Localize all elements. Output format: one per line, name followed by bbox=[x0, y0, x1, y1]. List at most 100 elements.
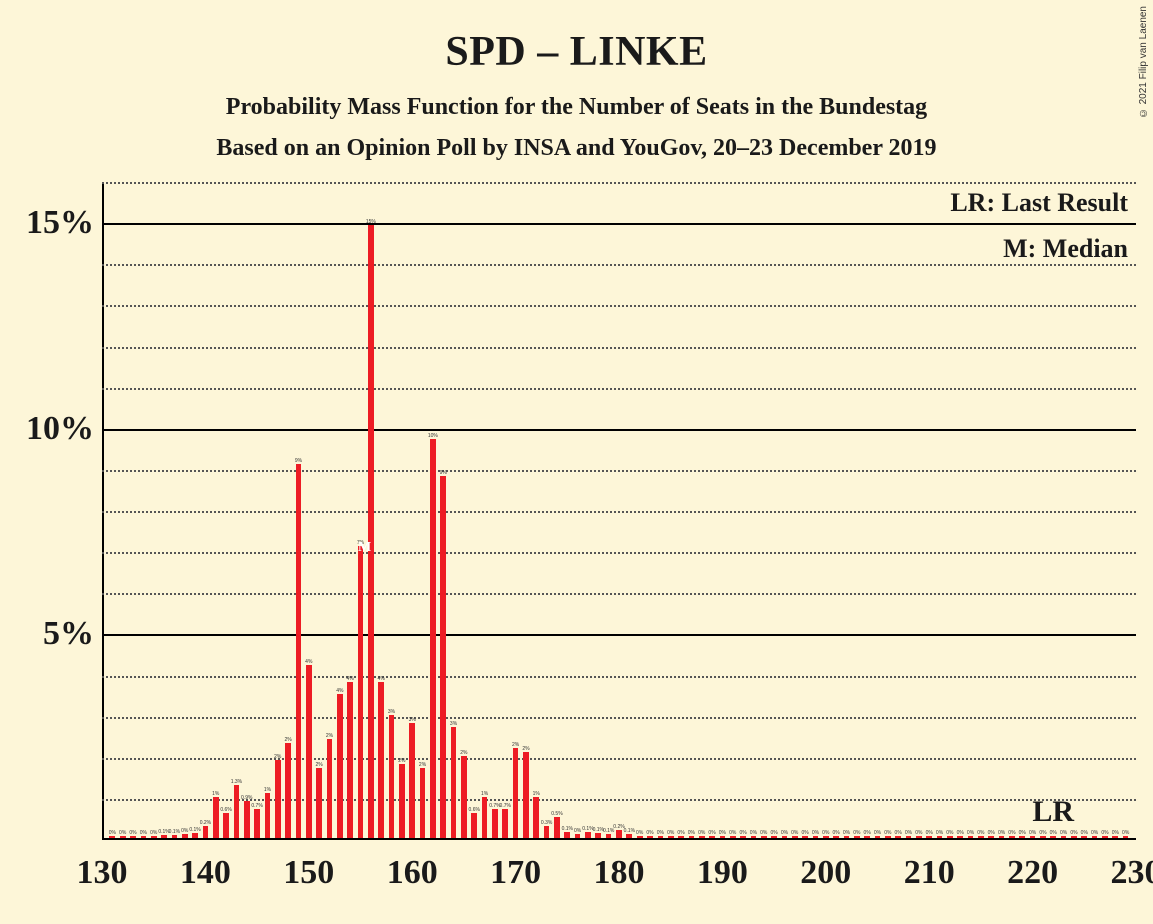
bar-value-label: 0% bbox=[1039, 830, 1046, 836]
gridline-major bbox=[102, 223, 1136, 225]
bar bbox=[813, 836, 819, 838]
bar-value-label: 0% bbox=[1070, 830, 1077, 836]
x-tick-label: 160 bbox=[387, 854, 438, 892]
bar-value-label: 0.6% bbox=[220, 807, 231, 813]
bar-value-label: 1% bbox=[212, 791, 219, 797]
bar-value-label: 0% bbox=[119, 830, 126, 836]
bar-value-label: 0% bbox=[636, 830, 643, 836]
bar bbox=[399, 764, 405, 838]
bar bbox=[988, 836, 994, 838]
x-tick-label: 220 bbox=[1007, 854, 1058, 892]
bar-value-label: 4% bbox=[336, 688, 343, 694]
bar-value-label: 0% bbox=[905, 830, 912, 836]
bar-value-label: 0% bbox=[646, 830, 653, 836]
bar-value-label: 0% bbox=[1091, 830, 1098, 836]
bar-value-label: 0% bbox=[926, 830, 933, 836]
bar bbox=[1112, 836, 1118, 838]
gridline-minor bbox=[102, 758, 1136, 760]
x-tick-label: 200 bbox=[800, 854, 851, 892]
bar bbox=[1092, 836, 1098, 838]
copyright-text: © 2021 Filip van Laenen bbox=[1138, 6, 1149, 118]
bar bbox=[802, 836, 808, 838]
bar bbox=[1050, 836, 1056, 838]
bar bbox=[316, 768, 322, 838]
last-result-marker: LR bbox=[1032, 795, 1074, 829]
gridline-minor bbox=[102, 676, 1136, 678]
bar-value-label: 0% bbox=[129, 830, 136, 836]
bar bbox=[947, 836, 953, 838]
x-tick-label: 140 bbox=[180, 854, 231, 892]
bar bbox=[482, 797, 488, 838]
bar bbox=[626, 834, 632, 838]
bar-value-label: 0% bbox=[1008, 830, 1015, 836]
bar bbox=[1040, 836, 1046, 838]
bar-value-label: 2% bbox=[512, 742, 519, 748]
gridline-minor bbox=[102, 593, 1136, 595]
plot-region: 5%10%15%13014015016017018019020021022023… bbox=[102, 182, 1136, 840]
bar bbox=[409, 723, 415, 838]
bar-value-label: 0% bbox=[1050, 830, 1057, 836]
bar bbox=[471, 813, 477, 838]
x-tick-label: 130 bbox=[77, 854, 128, 892]
gridline-minor bbox=[102, 388, 1136, 390]
bar-value-label: 0% bbox=[719, 830, 726, 836]
bar-value-label: 0.9% bbox=[241, 795, 252, 801]
bar bbox=[978, 836, 984, 838]
bar bbox=[906, 836, 912, 838]
bar-value-label: 0.3% bbox=[541, 820, 552, 826]
bar-value-label: 0% bbox=[760, 830, 767, 836]
bar-value-label: 1% bbox=[481, 791, 488, 797]
chart-area: 5%10%15%13014015016017018019020021022023… bbox=[102, 182, 1136, 840]
bar bbox=[430, 439, 436, 838]
bar bbox=[1061, 836, 1067, 838]
bar-value-label: 0.2% bbox=[200, 820, 211, 826]
gridline-minor bbox=[102, 470, 1136, 472]
bar-value-label: 0% bbox=[181, 828, 188, 834]
bar-value-label: 0% bbox=[967, 830, 974, 836]
bar bbox=[109, 836, 115, 838]
bar bbox=[192, 833, 198, 838]
bar bbox=[658, 836, 664, 838]
bar bbox=[761, 836, 767, 838]
y-tick-label: 10% bbox=[26, 410, 94, 448]
bar bbox=[337, 694, 343, 838]
bar bbox=[895, 836, 901, 838]
bar bbox=[358, 546, 364, 838]
bar-value-label: 0% bbox=[1081, 830, 1088, 836]
bar-value-label: 1% bbox=[264, 787, 271, 793]
x-tick-label: 230 bbox=[1111, 854, 1153, 892]
bar-value-label: 0% bbox=[688, 830, 695, 836]
bar-value-label: 0% bbox=[1019, 830, 1026, 836]
bar bbox=[616, 830, 622, 838]
bar bbox=[699, 836, 705, 838]
bar bbox=[502, 809, 508, 838]
bar-value-label: 0% bbox=[988, 830, 995, 836]
bar bbox=[709, 836, 715, 838]
bar bbox=[637, 836, 643, 838]
bar bbox=[420, 768, 426, 838]
bar-value-label: 0% bbox=[729, 830, 736, 836]
bar bbox=[461, 756, 467, 838]
bar bbox=[130, 836, 136, 838]
bar-value-label: 0.5% bbox=[551, 811, 562, 817]
bar bbox=[606, 834, 612, 838]
bar bbox=[968, 836, 974, 838]
bar bbox=[141, 836, 147, 838]
bar bbox=[564, 832, 570, 838]
bar bbox=[554, 817, 560, 838]
bar bbox=[234, 785, 240, 838]
bar bbox=[885, 836, 891, 838]
bar bbox=[1030, 836, 1036, 838]
bar-value-label: 0.1% bbox=[624, 828, 635, 834]
bar bbox=[275, 760, 281, 838]
bar-value-label: 0% bbox=[1029, 830, 1036, 836]
bar bbox=[347, 682, 353, 838]
gridline-minor bbox=[102, 347, 1136, 349]
legend-m: M: Median bbox=[1003, 234, 1128, 264]
bar-value-label: 0% bbox=[915, 830, 922, 836]
bar bbox=[875, 836, 881, 838]
x-tick-label: 180 bbox=[594, 854, 645, 892]
gridline-minor bbox=[102, 717, 1136, 719]
bar-value-label: 0.1% bbox=[189, 827, 200, 833]
bar bbox=[771, 836, 777, 838]
